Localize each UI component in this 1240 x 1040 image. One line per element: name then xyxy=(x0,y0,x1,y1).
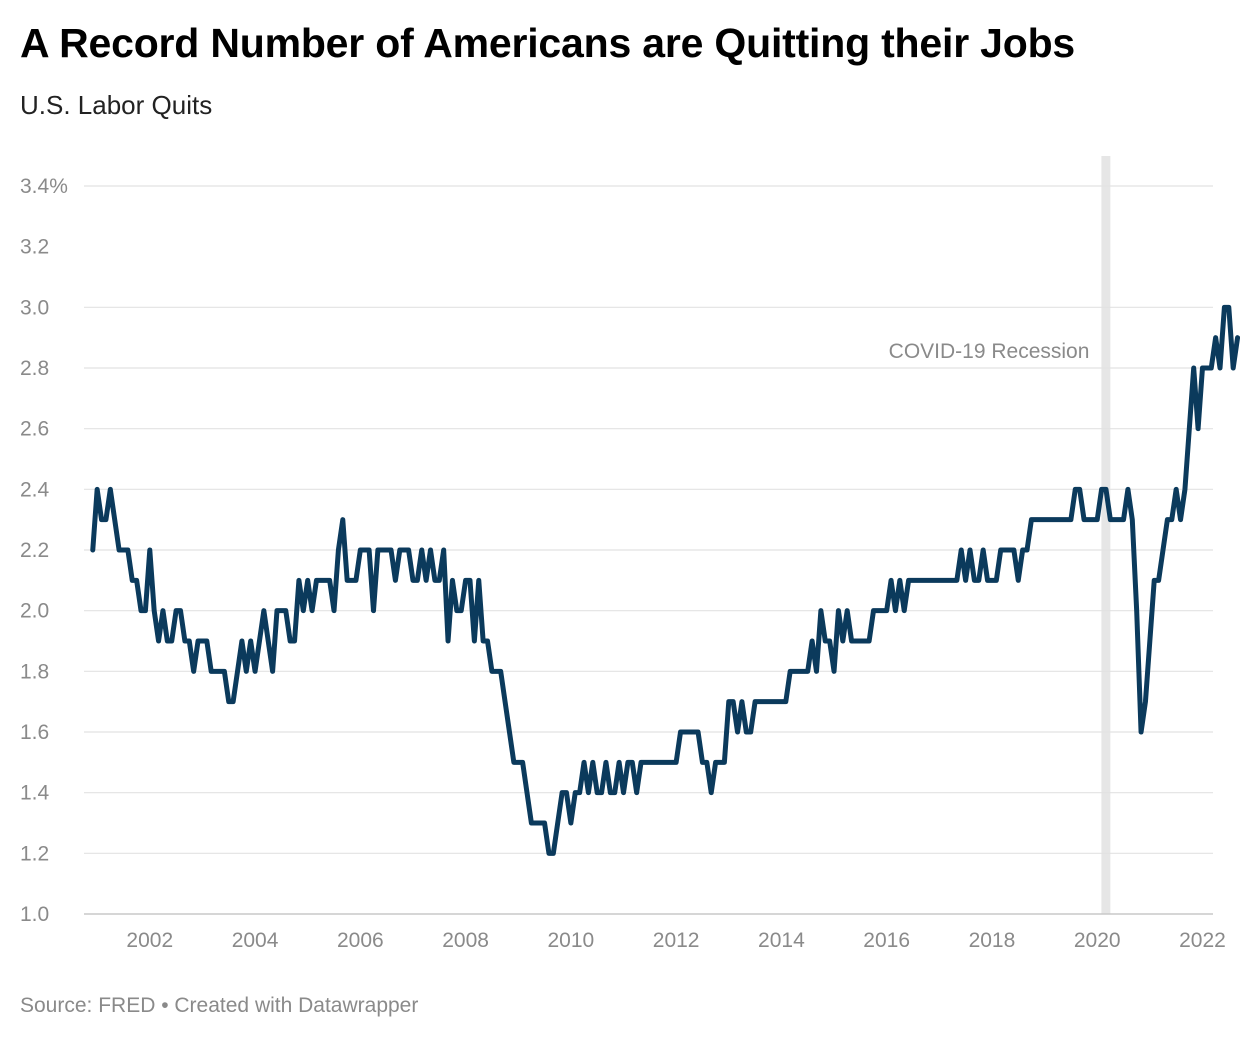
y-tick-label: 1.4 xyxy=(20,782,50,805)
series-layer xyxy=(90,304,1240,856)
chart-subtitle: U.S. Labor Quits xyxy=(20,90,213,120)
x-tick-label: 2022 xyxy=(1179,929,1226,952)
y-tick-label: 2.4 xyxy=(20,478,50,501)
y-tick-label: 2.2 xyxy=(20,539,49,562)
x-tick-label: 2010 xyxy=(548,929,595,952)
y-tick-label: 3.0 xyxy=(20,296,49,319)
x-tick-label: 2012 xyxy=(653,929,700,952)
y-tick-label: 2.6 xyxy=(20,418,49,441)
series-line-quits xyxy=(90,304,1240,856)
y-tick-label: 2.8 xyxy=(20,357,49,380)
annotation-layer: COVID-19 Recession xyxy=(889,340,1090,363)
x-tick-label: 2020 xyxy=(1074,929,1121,952)
recession-band-layer xyxy=(1101,156,1111,914)
x-tick-label: 2006 xyxy=(337,929,384,952)
y-tick-label: 3.2 xyxy=(20,236,49,259)
y-tick-label: 3.4% xyxy=(20,175,68,198)
x-tick-label: 2004 xyxy=(232,929,279,952)
y-tick-label: 1.2 xyxy=(20,842,49,865)
y-tick-label: 2.0 xyxy=(20,600,49,623)
source-credit: Source: FRED • Created with Datawrapper xyxy=(20,994,419,1017)
y-axis-labels: 1.0 1.2 1.4 1.6 1.8 2.0 2.2 2.4 2.6 2.8 3.0 3.2 3.4% xyxy=(20,175,68,926)
x-tick-label: 2016 xyxy=(863,929,910,952)
line-chart: 1.0 1.2 1.4 1.6 1.8 2.0 2.2 2.4 2.6 2.8 3.0 3.2 3.4%… xyxy=(20,156,1240,952)
y-tick-label: 1.8 xyxy=(20,660,49,683)
recession-label: COVID-19 Recession xyxy=(889,340,1090,363)
x-tick-label: 2014 xyxy=(758,929,805,952)
gridlines xyxy=(84,185,1213,915)
x-tick-label: 2002 xyxy=(126,929,173,952)
recession-band xyxy=(1101,156,1111,914)
x-axis-labels: 2002 2004 2006 2008 2010 2012 2014 2016 2018 2020… xyxy=(126,929,1225,952)
y-tick-label: 1.6 xyxy=(20,721,49,744)
y-tick-label: 1.0 xyxy=(20,903,49,926)
chart-title: A Record Number of Americans are Quittin… xyxy=(20,20,1076,66)
x-tick-label: 2008 xyxy=(442,929,489,952)
x-tick-label: 2018 xyxy=(969,929,1016,952)
